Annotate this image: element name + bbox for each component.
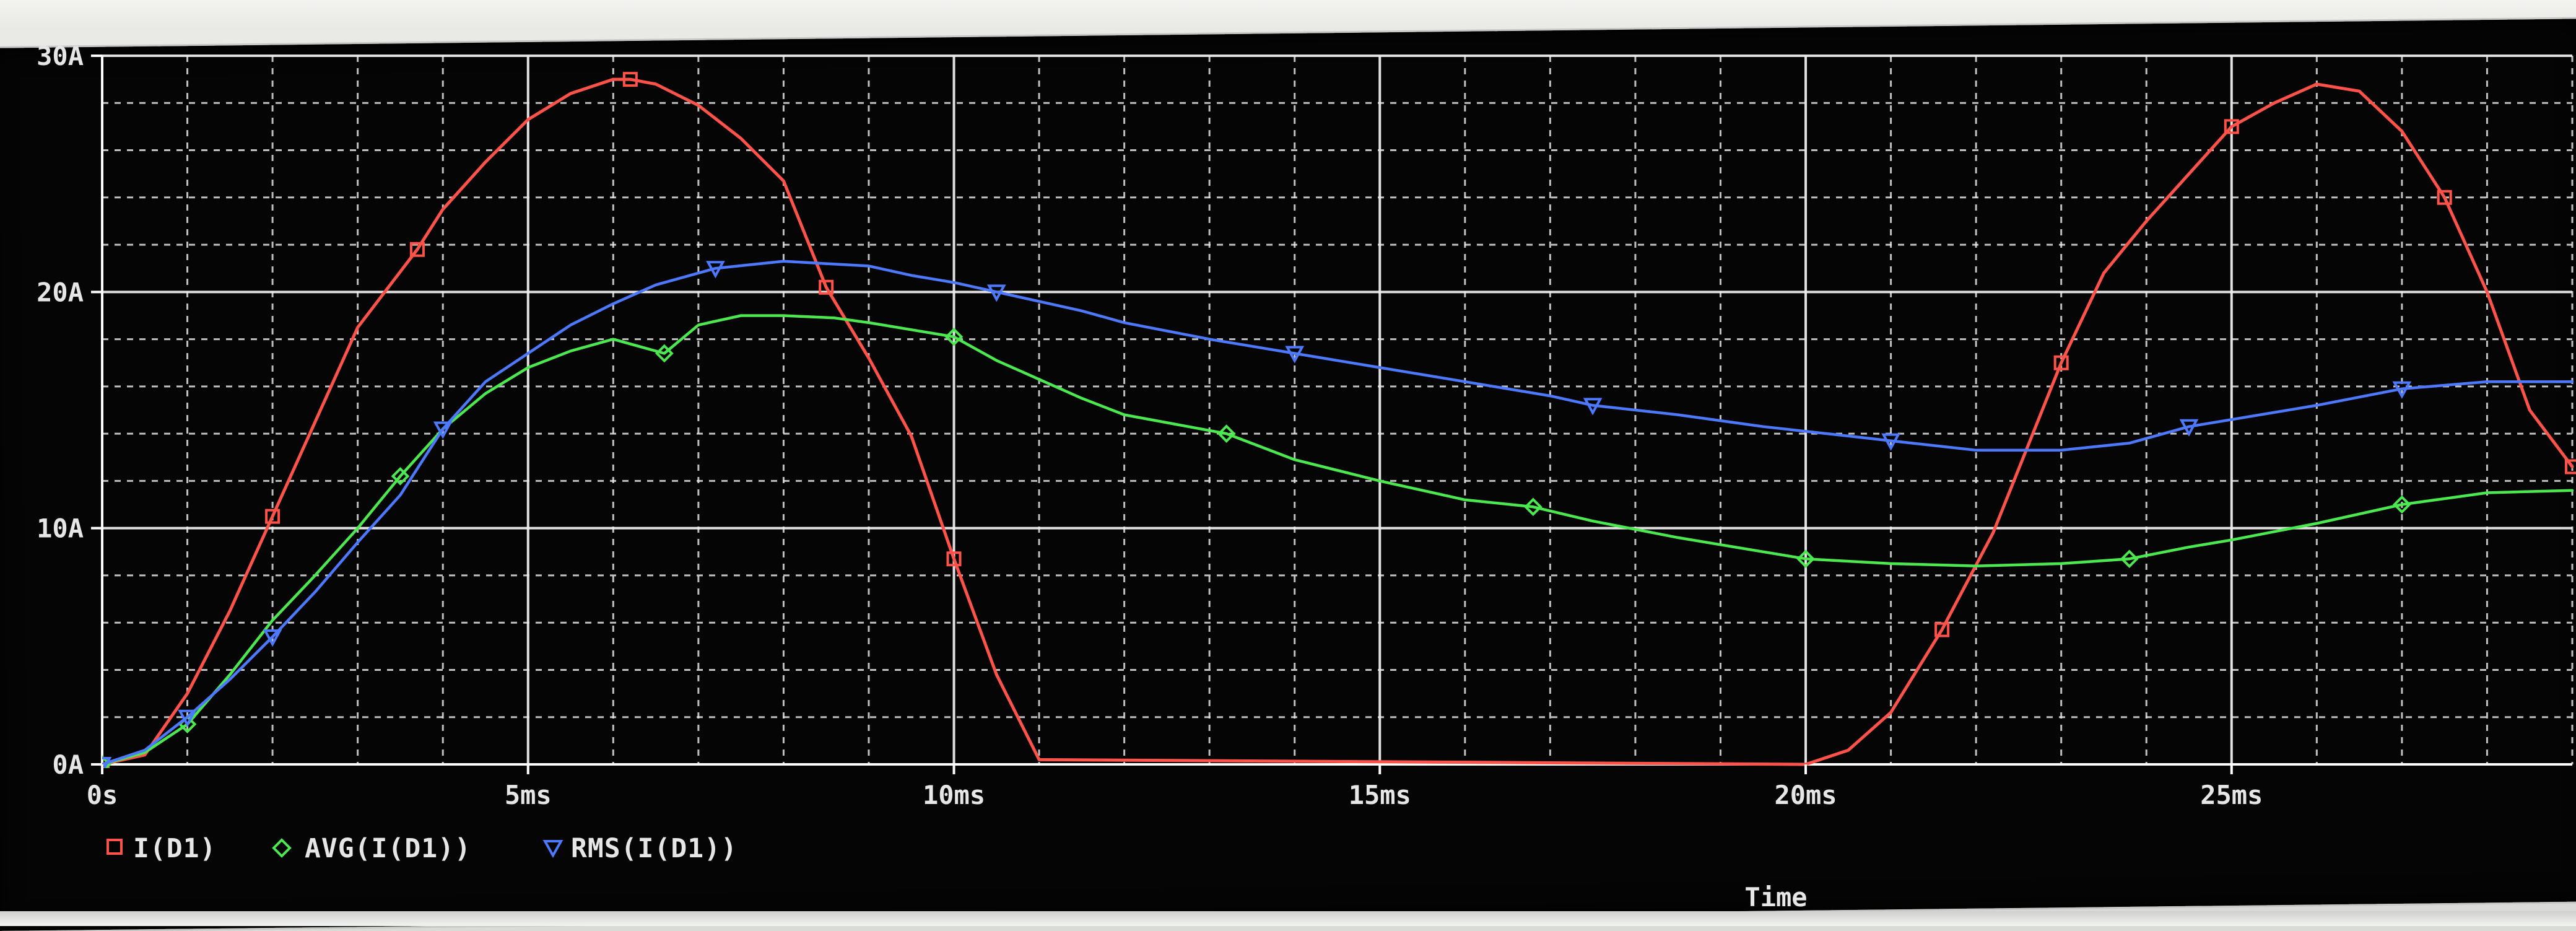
legend-label-avg-i-d1: AVG(I(D1)) bbox=[305, 833, 471, 864]
series-line-1 bbox=[102, 316, 2572, 765]
legend: I(D1) AVG(I(D1)) RMS(I(D1)) bbox=[108, 833, 738, 864]
legend-item-avg-i-d1: AVG(I(D1)) bbox=[274, 833, 471, 864]
x-tick-label: 10ms bbox=[923, 780, 985, 810]
x-tick-label: 25ms bbox=[2200, 780, 2263, 810]
y-tick-label: 30A bbox=[37, 41, 84, 71]
y-axis-ticks: 0A 10A 20A 30A bbox=[37, 41, 102, 780]
screen-bezel bbox=[0, 911, 2576, 926]
legend-item-rms-i-d1: RMS(I(D1)) bbox=[545, 833, 738, 864]
plot-grid bbox=[102, 56, 2572, 764]
x-tick-label: 5ms bbox=[505, 780, 552, 810]
x-tick-label: 15ms bbox=[1349, 780, 1411, 810]
x-tick-label: 20ms bbox=[1774, 780, 1837, 810]
legend-label-i-d1: I(D1) bbox=[133, 833, 216, 864]
x-axis-title: Time bbox=[1744, 882, 1807, 912]
legend-square-marker-icon bbox=[108, 840, 121, 854]
x-tick-label: 0s bbox=[87, 780, 118, 810]
y-tick-label: 10A bbox=[37, 514, 84, 544]
y-tick-label: 20A bbox=[37, 277, 84, 307]
legend-item-i-d1: I(D1) bbox=[108, 833, 216, 864]
legend-diamond-marker-icon bbox=[274, 840, 290, 856]
x-axis-ticks: 0s 5ms 10ms 15ms 20ms 25ms bbox=[87, 764, 2263, 810]
series-line-0 bbox=[102, 79, 2572, 764]
legend-label-rms-i-d1: RMS(I(D1)) bbox=[571, 833, 738, 864]
plot-axes bbox=[102, 56, 2572, 764]
legend-triangle-marker-icon bbox=[545, 841, 561, 855]
series-layer bbox=[95, 73, 2576, 772]
series-line-2 bbox=[102, 261, 2572, 764]
y-tick-label: 0A bbox=[52, 750, 84, 780]
x-axis-title-group: Time bbox=[1744, 882, 1807, 912]
